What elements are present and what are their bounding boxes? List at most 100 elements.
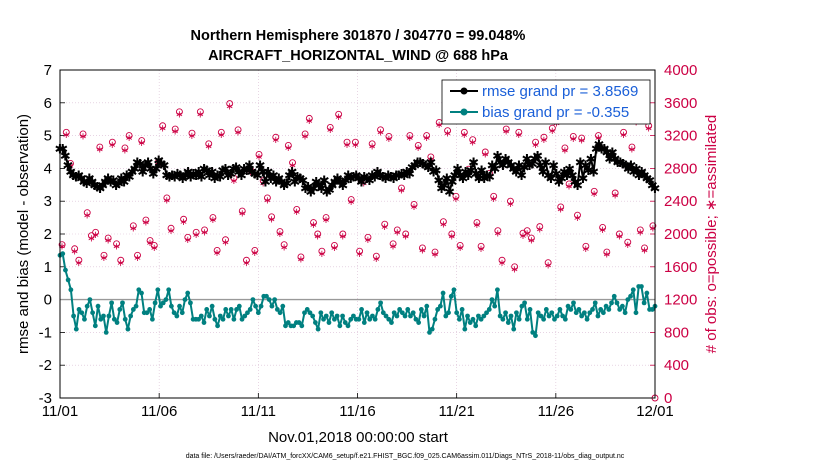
obs-assimilated-marker: ∗ (108, 140, 116, 151)
rmse-point: ✱ (308, 182, 319, 197)
series-layer: ✱✱✱✱✱✱✱✱✱✱✱✱✱✱✱✱✱✱✱✱✱✱✱✱✱✱✱✱✱✱✱✱✱✱✱✱✱✱✱✱… (55, 138, 660, 339)
bias-point (73, 326, 79, 332)
rmse-point: ✱ (417, 157, 428, 172)
obs-assimilated-marker: ∗ (334, 112, 342, 123)
y-axis-left-label: rmse and bias (model - observation) (15, 114, 32, 354)
bias-point (177, 303, 182, 309)
rmse-point: ✱ (497, 159, 508, 174)
bias-point (117, 307, 123, 312)
bias-point (168, 303, 174, 309)
bias-point (179, 310, 185, 316)
bias-point (432, 316, 438, 322)
y-right-tick-label: 4000 (664, 62, 697, 79)
obs-possible-marker (121, 144, 129, 152)
bias-point (188, 300, 193, 306)
legend-box (441, 79, 651, 125)
y-left-tick-label: -1 (39, 324, 52, 341)
rmse-point: ✱ (228, 162, 239, 177)
obs-possible-marker (188, 129, 196, 137)
chart-title-line2: AIRCRAFT_HORIZONTAL_WIND @ 688 hPa (208, 48, 509, 64)
rmse-point: ✱ (345, 172, 356, 187)
obs-possible-marker (615, 230, 623, 238)
bias-point (579, 313, 585, 319)
obs-assimilated-marker: ∗ (381, 222, 389, 233)
bias-point (71, 313, 76, 319)
obs-assimilated-marker: ∗ (347, 197, 355, 208)
obs-possible-marker (251, 246, 259, 254)
x-tick-label: 11/01 (42, 403, 78, 420)
bias-point (617, 307, 623, 312)
obs-assimilated-marker: ∗ (376, 128, 384, 139)
bias-point (185, 290, 191, 296)
bias-point (408, 313, 413, 319)
bias-point (378, 300, 383, 306)
bias-point (571, 300, 576, 306)
obs-possible-marker (234, 126, 242, 134)
obs-assimilated-marker: ∗ (389, 241, 397, 252)
obs-assimilated-marker: ∗ (330, 243, 338, 254)
bias-point (614, 300, 620, 306)
bias-point (619, 303, 625, 309)
rmse-point: ✱ (505, 159, 516, 174)
rmse-point: ✱ (167, 169, 178, 184)
bias-point (296, 320, 302, 325)
obs-possible-marker (548, 124, 556, 132)
rmse-point: ✱ (586, 153, 597, 168)
bias-point (484, 310, 489, 316)
obs-possible-marker (502, 125, 510, 133)
obs-possible-marker (460, 128, 468, 136)
bias-point (139, 290, 144, 296)
obs-possible-marker (339, 230, 347, 238)
rmse-point: ✱ (489, 162, 500, 177)
obs-possible-marker (498, 256, 506, 264)
rmse-point: ✱ (372, 166, 383, 181)
rmse-point: ✱ (255, 159, 266, 174)
y-left-tick-label: 4 (44, 160, 52, 177)
obs-possible-marker (406, 132, 414, 140)
rmse-point: ✱ (217, 164, 228, 179)
bias-point (310, 313, 316, 319)
bias-point (600, 310, 606, 316)
obs-assimilated-marker: ∗ (263, 196, 271, 207)
y-right-tick-label: 1200 (664, 292, 697, 309)
obs-possible-marker (272, 133, 280, 141)
obs-possible-marker (150, 242, 158, 249)
bias-point (98, 316, 104, 322)
rmse-point: ✱ (76, 172, 87, 187)
obs-assimilated-marker: ∗ (506, 199, 514, 210)
obs-assimilated-marker: ∗ (561, 146, 569, 157)
obs-possible-marker (641, 244, 648, 252)
rmse-point: ✱ (84, 172, 95, 187)
rmse-point: ✱ (615, 156, 626, 171)
bias-point (125, 326, 131, 332)
rmse-point: ✱ (105, 176, 116, 191)
rmse-point: ✱ (356, 176, 367, 191)
bias-point (90, 310, 96, 316)
bias-point (598, 307, 604, 312)
bias-point (505, 320, 511, 325)
bias-point (410, 310, 416, 316)
bias-point (549, 310, 555, 316)
rmse-point: ✱ (159, 159, 170, 174)
obs-possible-marker (305, 114, 313, 122)
obs-possible-marker (343, 138, 351, 146)
bias-point (87, 297, 93, 302)
rmse-point: ✱ (436, 182, 447, 197)
obs-assimilated-marker: ∗ (598, 225, 606, 236)
rmse-point: ✱ (73, 169, 84, 184)
obs-assimilated-marker: ∗ (255, 152, 263, 163)
bias-point (524, 316, 530, 322)
bias-point (609, 300, 614, 306)
rmse-point: ✱ (415, 156, 426, 171)
rmse-point: ✱ (367, 169, 378, 184)
obs-assimilated-marker: ∗ (414, 143, 422, 154)
obs-assimilated-marker: ∗ (326, 125, 334, 136)
bias-point (370, 313, 375, 319)
rmse-point: ✱ (383, 169, 394, 184)
rmse-point: ✱ (273, 172, 284, 187)
rmse-point: ✱ (260, 176, 271, 191)
obs-possible-marker (351, 138, 359, 146)
obs-possible-marker (456, 242, 464, 249)
obs-assimilated-marker: ∗ (397, 186, 405, 197)
obs-possible-marker (297, 253, 305, 261)
